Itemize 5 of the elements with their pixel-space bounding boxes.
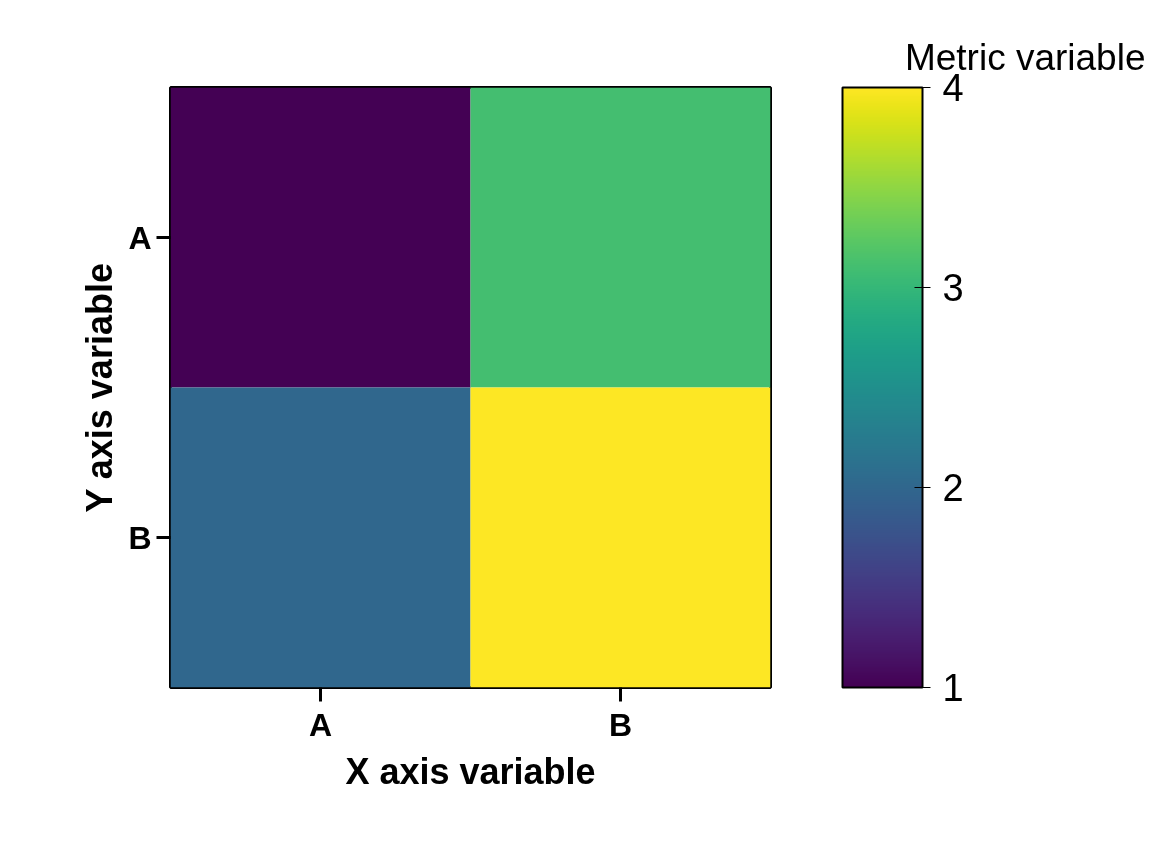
- x-axis-title: X axis variable: [345, 750, 596, 792]
- color-bar-label: 1: [942, 667, 964, 709]
- y-axis-title: Y axis variable: [79, 263, 121, 513]
- color-bar-label: 2: [942, 467, 964, 509]
- color-bar-label: 3: [942, 267, 964, 309]
